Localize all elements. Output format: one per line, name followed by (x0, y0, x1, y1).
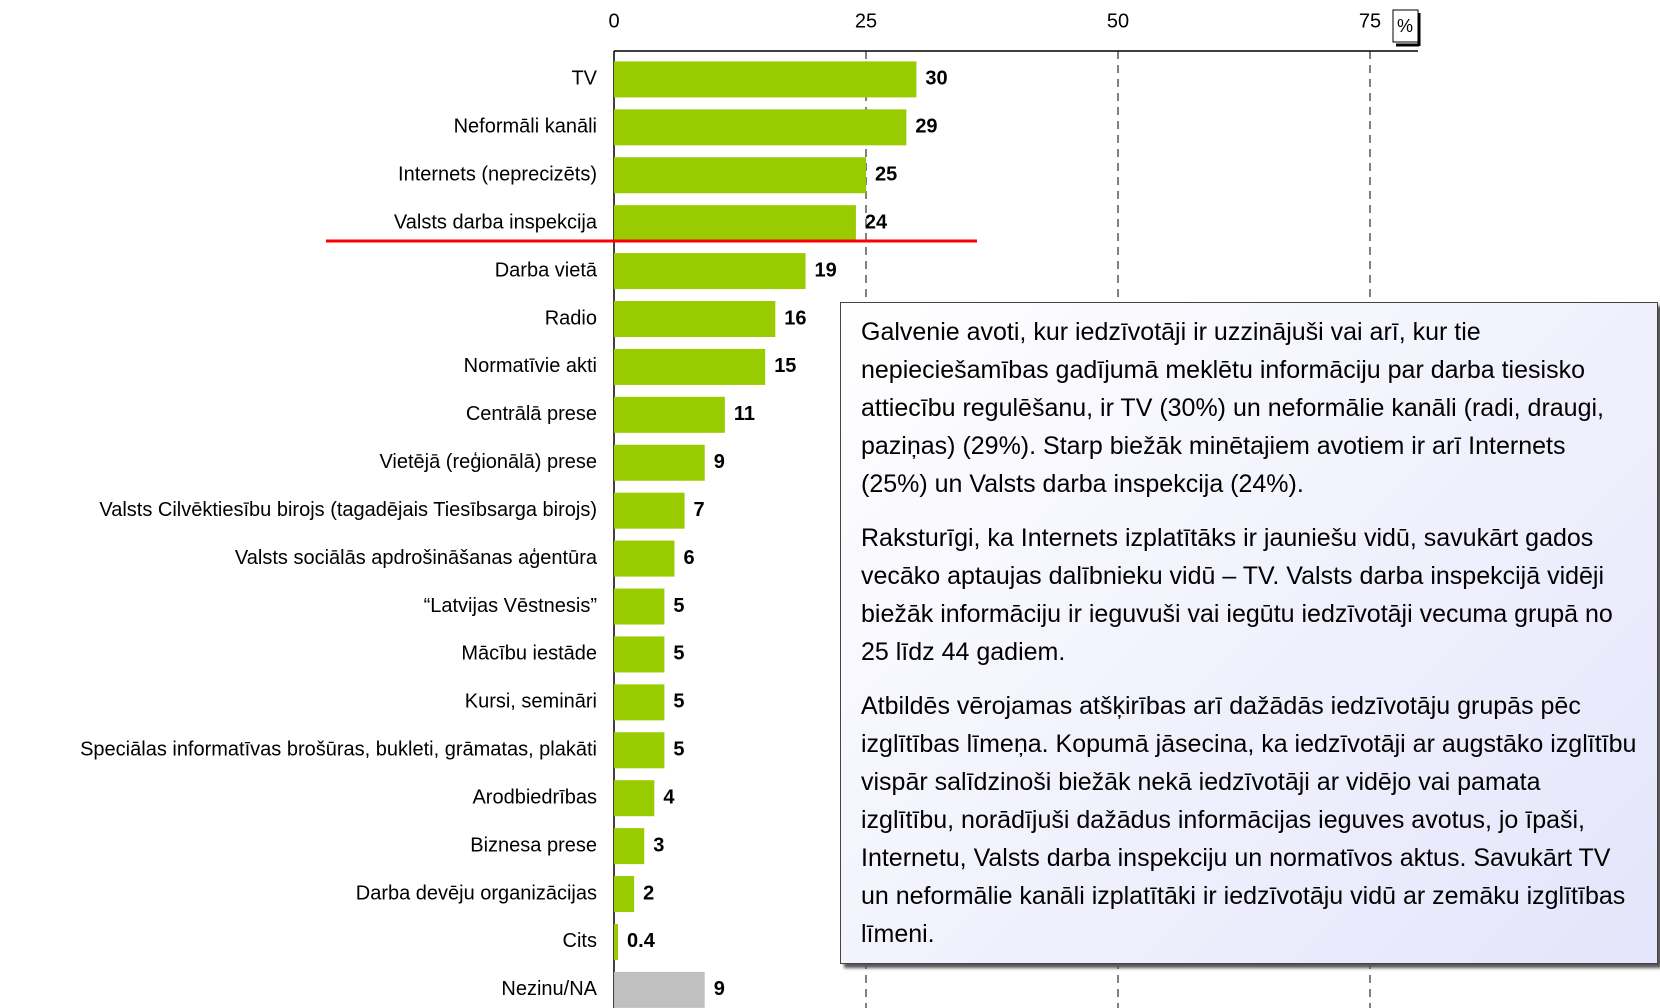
x-tick-label: 75 (1359, 10, 1381, 32)
y-tick-label: Nezinu/NA (501, 978, 597, 1000)
value-label: 5 (673, 739, 684, 761)
bar (614, 492, 685, 529)
y-tick-label: Centrālā prese (466, 403, 597, 425)
bar (614, 636, 665, 673)
bar (614, 540, 675, 577)
bar (614, 396, 725, 433)
y-tick-label: Biznesa prese (470, 834, 597, 856)
value-label: 7 (694, 499, 705, 521)
value-label: 5 (673, 643, 684, 665)
y-tick-label: TV (571, 68, 597, 90)
y-tick-label: Cits (563, 930, 597, 952)
bar (614, 444, 705, 481)
bar (614, 348, 766, 385)
y-tick-label: Kursi, semināri (465, 691, 597, 713)
y-tick-label: “Latvijas Vēstnesis” (424, 595, 597, 617)
value-label: 30 (925, 68, 947, 90)
value-label: 5 (673, 595, 684, 617)
y-tick-label: Neformāli kanāli (454, 116, 597, 138)
bar (614, 61, 917, 98)
paragraph: Raksturīgi, ka Internets izplatītāks ir … (861, 524, 1613, 666)
bar (614, 157, 866, 194)
paragraph: Galvenie avoti, kur iedzīvotāji ir uzzin… (861, 318, 1604, 498)
y-tick-label: Valsts Cilvēktiesību birojs (tagadējais … (99, 499, 597, 521)
bar (614, 732, 665, 769)
bar (614, 588, 665, 625)
value-label: 16 (784, 307, 806, 329)
y-tick-label: Valsts sociālās apdrošināšanas aģentūra (235, 547, 598, 569)
bar (614, 923, 619, 960)
y-tick-label: Internets (neprecizēts) (398, 164, 597, 186)
value-label: 3 (653, 834, 664, 856)
value-label: 6 (683, 547, 694, 569)
y-tick-label: Vietējā (reģionālā) prese (379, 451, 597, 473)
x-unit: % (1397, 16, 1413, 36)
value-label: 9 (714, 978, 725, 1000)
value-label: 4 (663, 786, 675, 808)
value-label: 15 (774, 355, 796, 377)
y-tick-label: Darba vietā (495, 259, 598, 281)
y-tick-label: Mācību iestāde (461, 643, 597, 665)
bar (614, 828, 645, 865)
value-label: 19 (815, 259, 837, 281)
x-tick-label: 50 (1107, 10, 1129, 32)
value-label: 11 (734, 403, 755, 425)
y-tick-label: Radio (545, 307, 597, 329)
value-label: 25 (875, 164, 897, 186)
value-label: 29 (915, 116, 937, 138)
bar (614, 253, 806, 290)
y-tick-label: Arodbiedrības (472, 786, 597, 808)
value-label: 24 (865, 211, 888, 233)
y-tick-label: Speciālas informatīvas brošūras, bukleti… (80, 739, 597, 761)
y-tick-label: Darba devēju organizācijas (356, 882, 597, 904)
x-tick-label: 0 (608, 10, 619, 32)
bar (614, 780, 655, 817)
value-label: 2 (643, 882, 654, 904)
bar (614, 301, 776, 337)
y-tick-label: Valsts darba inspekcija (394, 211, 598, 233)
bar (614, 109, 907, 146)
y-tick-label: Normatīvie akti (464, 355, 597, 377)
bar (614, 684, 665, 721)
bar (614, 205, 856, 242)
value-label: 0.4 (627, 930, 656, 952)
paragraph: Atbildēs vērojamas atšķirības arī dažādā… (861, 692, 1637, 948)
bar (614, 876, 635, 913)
value-label: 9 (714, 451, 725, 473)
text-box: Galvenie avoti, kur iedzīvotāji ir uzzin… (840, 302, 1658, 964)
bar (614, 971, 705, 1008)
x-tick-label: 25 (855, 10, 877, 32)
value-label: 5 (673, 691, 684, 713)
